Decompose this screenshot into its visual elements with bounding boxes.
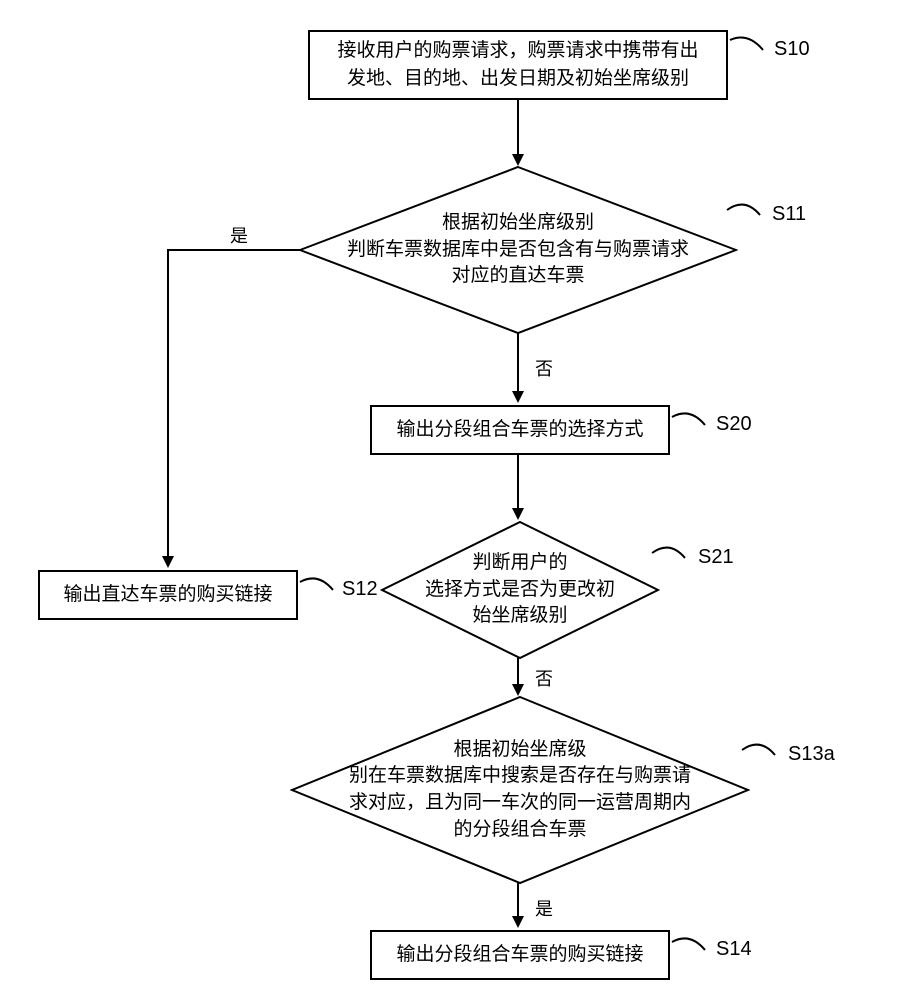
s21-label: S21: [698, 546, 734, 569]
s13a-line4: 的分段组合车票: [453, 819, 586, 840]
s13a-line3: 求对应，且为同一车次的同一运营周期内: [349, 792, 691, 813]
s11-line3: 对应的直达车票: [451, 265, 584, 286]
s11-line1: 根据初始坐席级别: [442, 212, 594, 233]
s21-line3: 始坐席级别: [472, 605, 567, 626]
s21-line2: 选择方式是否为更改初: [425, 579, 615, 600]
node-s11-text: 根据初始坐席级别 判断车票数据库中是否包含有与购票请求 对应的直达车票: [347, 210, 689, 290]
arrow-s11-s20: [508, 333, 528, 408]
s10-line1: 接收用户的购票请求，购票请求中携带有出: [337, 40, 698, 61]
s21-line1: 判断用户的: [472, 552, 567, 573]
node-s21-text: 判断用户的 选择方式是否为更改初 始坐席级别: [425, 550, 615, 630]
s14-label: S14: [716, 938, 752, 961]
node-s10: 接收用户的购票请求，购票请求中携带有出 发地、目的地、出发日期及初始坐席级别: [308, 30, 728, 100]
node-s20: 输出分段组合车票的选择方式: [370, 405, 670, 455]
arrow-s13a-s14: [508, 883, 528, 933]
node-s11: 根据初始坐席级别 判断车票数据库中是否包含有与购票请求 对应的直达车票: [298, 165, 738, 335]
arrow-s11-s12: [158, 248, 303, 573]
s14-text: 输出分段组合车票的购买链接: [396, 941, 643, 970]
s11-line2: 判断车票数据库中是否包含有与购票请求: [347, 239, 689, 260]
s10-label: S10: [774, 38, 810, 61]
s12-text: 输出直达车票的购买链接: [63, 581, 272, 610]
s20-text: 输出分段组合车票的选择方式: [396, 416, 643, 445]
node-s10-text: 接收用户的购票请求，购票请求中携带有出 发地、目的地、出发日期及初始坐席级别: [337, 37, 698, 94]
arrow-s20-s21: [508, 455, 528, 525]
s13a-line1: 根据初始坐席级: [453, 739, 586, 760]
node-s21: 判断用户的 选择方式是否为更改初 始坐席级别: [380, 520, 660, 660]
flowchart-container: 接收用户的购票请求，购票请求中携带有出 发地、目的地、出发日期及初始坐席级别 S…: [0, 0, 918, 1000]
s13a-line2: 别在车票数据库中搜索是否存在与购票请: [349, 765, 691, 786]
node-s14: 输出分段组合车票的购买链接: [370, 930, 670, 980]
edge-s21-no: 否: [535, 665, 553, 691]
edge-s11-no: 否: [535, 355, 553, 381]
node-s13a: 根据初始坐席级 别在车票数据库中搜索是否存在与购票请 求对应，且为同一车次的同一…: [290, 695, 750, 885]
edge-s13a-yes: 是: [535, 895, 553, 921]
s11-label: S11: [772, 203, 806, 226]
arrow-s21-s13a: [508, 658, 528, 700]
edge-s11-yes: 是: [230, 222, 248, 248]
arrow-s10-s11: [508, 100, 528, 170]
node-s13a-text: 根据初始坐席级 别在车票数据库中搜索是否存在与购票请 求对应，且为同一车次的同一…: [349, 737, 691, 843]
s10-line2: 发地、目的地、出发日期及初始坐席级别: [347, 68, 689, 89]
s13a-label: S13a: [788, 743, 835, 766]
node-s12: 输出直达车票的购买链接: [38, 570, 298, 620]
s20-label: S20: [716, 413, 752, 436]
s12-label: S12: [342, 578, 378, 601]
